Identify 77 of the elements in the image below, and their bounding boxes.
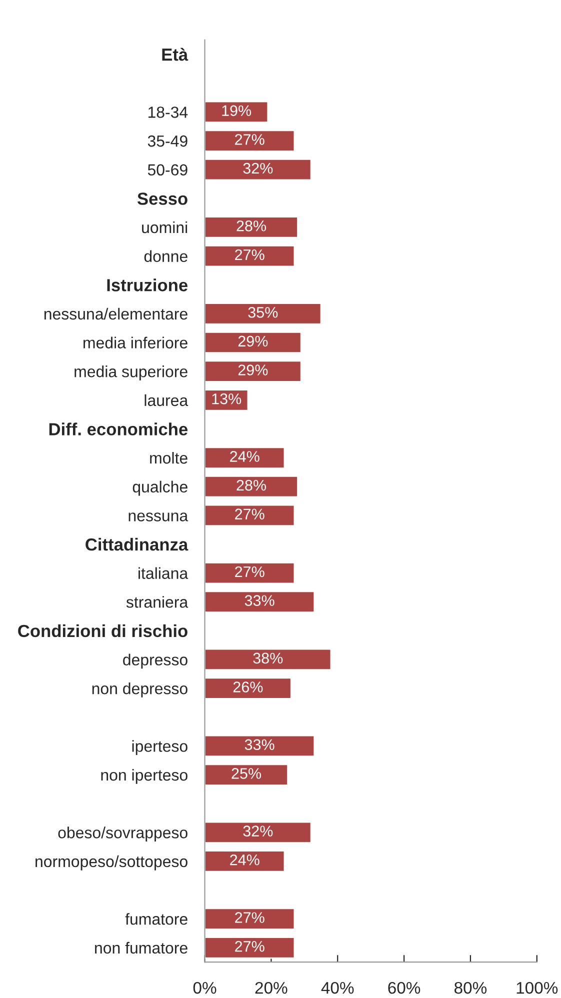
bar [204,331,302,354]
bar [204,821,312,844]
bar [204,764,288,786]
data-label: 32% [243,826,273,836]
y-tick-label: 50-69 [148,164,188,176]
y-tick-label: non fumatore [95,942,188,954]
y-tick-label: non depresso [92,682,188,698]
y-tick-label: nessuna [128,512,188,522]
data-label: 29% [238,336,268,347]
data-label: 24% [230,854,260,866]
y-tick-label: Diff. economiche [49,422,188,436]
bar [204,936,296,959]
data-label: 19% [222,105,252,116]
y-tick-label: Istruzione [107,278,188,292]
x-tick-label: 80% [454,982,487,994]
y-tick-label: qualche [132,480,188,496]
y-tick-label: laurea [144,394,188,406]
y-tick-label: Sesso [137,192,188,205]
data-label: 27% [235,508,264,520]
bar [204,504,296,526]
bar [204,216,298,238]
data-label: 26% [233,682,263,692]
data-label: 33% [244,595,274,606]
y-tick-label: Cittadinanza [86,538,188,551]
data-label: 35% [248,306,278,318]
bar [204,360,302,382]
bar [204,562,296,584]
y-tick-label: 18-34 [148,106,188,118]
data-label: 27% [235,249,264,260]
data-label: 32% [243,162,273,174]
data-label: 28% [236,220,266,232]
bar [204,130,296,152]
y-tick-label: italiana [138,567,188,579]
bar [204,302,322,325]
bar [204,734,316,758]
data-label: 24% [230,451,260,462]
bar [204,677,292,700]
bar [204,590,316,613]
x-tick-label: 20% [255,982,288,994]
bar [204,476,298,498]
data-label: 27% [235,134,264,145]
data-label: 27% [235,566,264,578]
y-tick-label: nessuna/elementare [44,308,188,320]
data-label: 33% [244,739,274,750]
x-tick-label: 0% [193,982,216,994]
y-tick-label: straniera [126,596,188,608]
y-tick-label: media inferiore [84,336,188,348]
data-label: 28% [236,480,266,491]
x-tick-label: 100% [516,982,558,994]
y-tick-label: non iperteso [101,768,188,784]
y-tick-label: obeso/sovrappeso [58,826,188,842]
y-tick-label: normopeso/sottopeso [36,855,188,870]
y-tick-label: 35-49 [148,135,188,147]
y-tick-label: fumatore [125,913,188,925]
bar [204,648,332,671]
bar [204,908,296,930]
y-tick-label: media superiore [74,366,188,380]
data-label: 38% [253,652,283,664]
data-label: 27% [235,912,264,923]
data-label: 13% [212,393,242,404]
bar [204,244,296,268]
data-label: 27% [235,940,264,952]
y-tick-label: donne [144,250,188,262]
bar [204,446,286,469]
bar [204,158,312,181]
y-tick-label: molte [150,452,188,464]
y-tick-label: Condizioni di rischio [18,624,188,638]
y-tick-label: Età [162,48,188,61]
x-tick-label: 60% [388,982,420,994]
y-tick-label: iperteso [132,740,188,756]
y-tick-label: depresso [123,654,188,669]
data-label: 25% [232,768,262,779]
y-tick-label: uomini [142,221,188,234]
x-tick-label: 40% [321,982,354,994]
data-label: 29% [238,364,268,376]
bar [204,850,286,872]
bar [204,100,269,124]
